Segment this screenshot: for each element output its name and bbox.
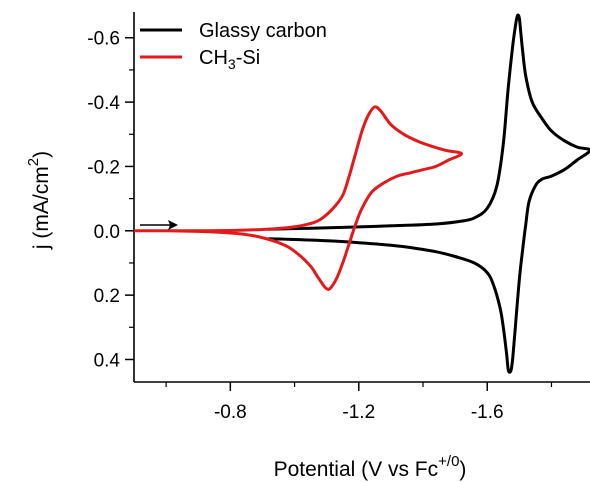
y-axis-title: j (mA/cm2) [25,151,53,250]
y-tick-label: 0.0 [94,222,120,243]
x-axis-title: Potential (V vs Fc+/0) [274,453,467,481]
ticks-layer: -0.6 -0.4 -0.2 0.0 0.2 0.4 -0.8 -1.2 -1.6 [87,29,553,423]
scan-direction-arrow [140,220,178,230]
y-tick-label: -0.4 [87,93,120,114]
series-line-ch3-si [134,105,464,292]
x-tick-label: -1.6 [471,402,504,423]
legend-label-glassy-carbon: Glassy carbon [199,20,327,42]
series-line-glassy-carbon [267,13,590,374]
series-layer [134,13,590,374]
y-tick-label: -0.6 [87,29,120,50]
y-tick-label: 0.2 [94,286,120,307]
legend-label-ch3-si: CH3-Si [199,47,260,72]
y-tick-label: -0.2 [87,157,120,178]
x-tick-label: -0.8 [214,402,247,423]
x-tick-label: -1.2 [342,402,375,423]
legend: Glassy carbon CH3-Si [140,20,327,72]
y-tick-label: 0.4 [94,350,121,371]
